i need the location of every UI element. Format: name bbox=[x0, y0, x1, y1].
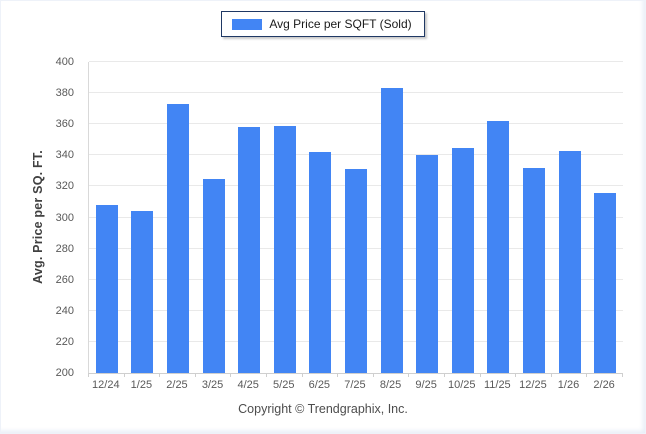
x-tick-label-2/26: 2/26 bbox=[593, 379, 615, 391]
y-tick-labels: 200 220 240 260 280 300 320 340 360 380 400 bbox=[0, 56, 82, 379]
y-tick-label-400: 400 bbox=[55, 56, 74, 68]
x-tick-label-12/24: 12/24 bbox=[92, 379, 120, 391]
bar-12/25 bbox=[522, 167, 545, 373]
bar-3/25 bbox=[202, 178, 225, 373]
x-axis-tick bbox=[266, 373, 267, 377]
x-axis-tick bbox=[586, 373, 588, 377]
x-axis-tick bbox=[550, 373, 552, 377]
y-tick-label-220: 220 bbox=[55, 335, 74, 348]
legend-label: Avg Price per SQFT (Sold) bbox=[269, 17, 412, 31]
x-axis-tick bbox=[301, 373, 303, 377]
copyright-text: Copyright © Trendgraphix, Inc. bbox=[238, 402, 408, 416]
plot-area bbox=[88, 61, 623, 374]
x-axis-tick bbox=[88, 373, 89, 377]
x-axis-tick bbox=[230, 373, 232, 377]
bar-column bbox=[267, 62, 303, 373]
legend-swatch-icon bbox=[232, 18, 263, 30]
x-axis-ticks bbox=[88, 373, 623, 378]
bar-9/25 bbox=[416, 155, 439, 373]
bar-8/25 bbox=[380, 88, 403, 373]
x-axis-tick bbox=[372, 373, 374, 377]
bar-7/25 bbox=[344, 169, 367, 373]
bar-2/26 bbox=[594, 192, 617, 373]
x-axis-tick bbox=[159, 373, 161, 377]
x-axis-tick bbox=[194, 373, 196, 377]
legend-box: Avg Price per SQFT (Sold) bbox=[221, 11, 425, 37]
x-axis-tick bbox=[444, 373, 445, 377]
x-axis-tick bbox=[337, 373, 339, 377]
gridline-380 bbox=[89, 92, 623, 94]
x-tick-label-10/25: 10/25 bbox=[447, 379, 476, 391]
gridline-340 bbox=[89, 154, 623, 156]
x-tick-label-3/25: 3/25 bbox=[201, 379, 224, 391]
bars bbox=[89, 62, 623, 373]
legend: Avg Price per SQFT (Sold) bbox=[0, 11, 646, 37]
y-tick-label-340: 340 bbox=[55, 149, 74, 162]
y-tick-label-360: 360 bbox=[55, 118, 74, 131]
x-tick-label-2/25: 2/25 bbox=[166, 379, 188, 391]
bar-column bbox=[303, 62, 339, 373]
bar-column bbox=[409, 62, 445, 373]
bar-1/26 bbox=[558, 150, 581, 373]
x-tick-label-12/25: 12/25 bbox=[519, 379, 547, 391]
bar-12/24 bbox=[95, 205, 118, 373]
x-tick-label-1/25: 1/25 bbox=[130, 379, 153, 391]
x-tick-label-6/25: 6/25 bbox=[308, 379, 331, 391]
x-tick-label-11/25: 11/25 bbox=[483, 379, 511, 391]
bar-column bbox=[552, 62, 588, 373]
bar-4/25 bbox=[238, 127, 261, 373]
x-tick-label-5/25: 5/25 bbox=[273, 379, 295, 391]
x-tick-label-7/25: 7/25 bbox=[344, 379, 366, 391]
bar-1/25 bbox=[131, 211, 154, 373]
bar-column bbox=[445, 62, 481, 373]
bar-column bbox=[125, 62, 161, 373]
x-axis-tick bbox=[123, 373, 125, 377]
bar-column bbox=[160, 62, 196, 373]
gridline-360 bbox=[89, 123, 623, 125]
y-tick-label-300: 300 bbox=[55, 211, 74, 224]
x-axis-tick bbox=[479, 373, 481, 377]
y-tick-label-380: 380 bbox=[55, 87, 74, 100]
x-tick-labels: 12/24 1/25 2/25 3/25 4/25 5/25 6/25 7/25 8/25 9/2… bbox=[88, 379, 622, 391]
x-axis-tick bbox=[622, 373, 623, 377]
bar-column bbox=[516, 62, 552, 373]
y-tick-label-240: 240 bbox=[55, 304, 74, 317]
bar-column bbox=[374, 62, 410, 373]
bar-column bbox=[587, 62, 623, 373]
gridline-400 bbox=[89, 61, 623, 62]
x-axis-tick bbox=[515, 373, 517, 377]
x-tick-label-9/25: 9/25 bbox=[415, 379, 437, 391]
bar-2/25 bbox=[166, 104, 189, 373]
y-tick-label-280: 280 bbox=[55, 242, 74, 255]
bar-5/25 bbox=[273, 125, 296, 373]
bar-11/25 bbox=[487, 121, 510, 373]
bar-6/25 bbox=[309, 152, 332, 373]
x-tick-label-1/26: 1/26 bbox=[557, 379, 580, 391]
bar-10/25 bbox=[451, 147, 474, 373]
x-axis-tick bbox=[408, 373, 410, 377]
bar-column bbox=[338, 62, 374, 373]
bar-column bbox=[196, 62, 232, 373]
bar-column bbox=[231, 62, 267, 373]
x-tick-label-4/25: 4/25 bbox=[237, 379, 259, 391]
bar-column bbox=[89, 62, 125, 373]
y-tick-label-200: 200 bbox=[55, 367, 74, 379]
bar-column bbox=[481, 62, 517, 373]
x-tick-label-8/25: 8/25 bbox=[379, 379, 402, 391]
y-tick-label-320: 320 bbox=[55, 180, 74, 193]
y-tick-label-260: 260 bbox=[55, 273, 74, 286]
